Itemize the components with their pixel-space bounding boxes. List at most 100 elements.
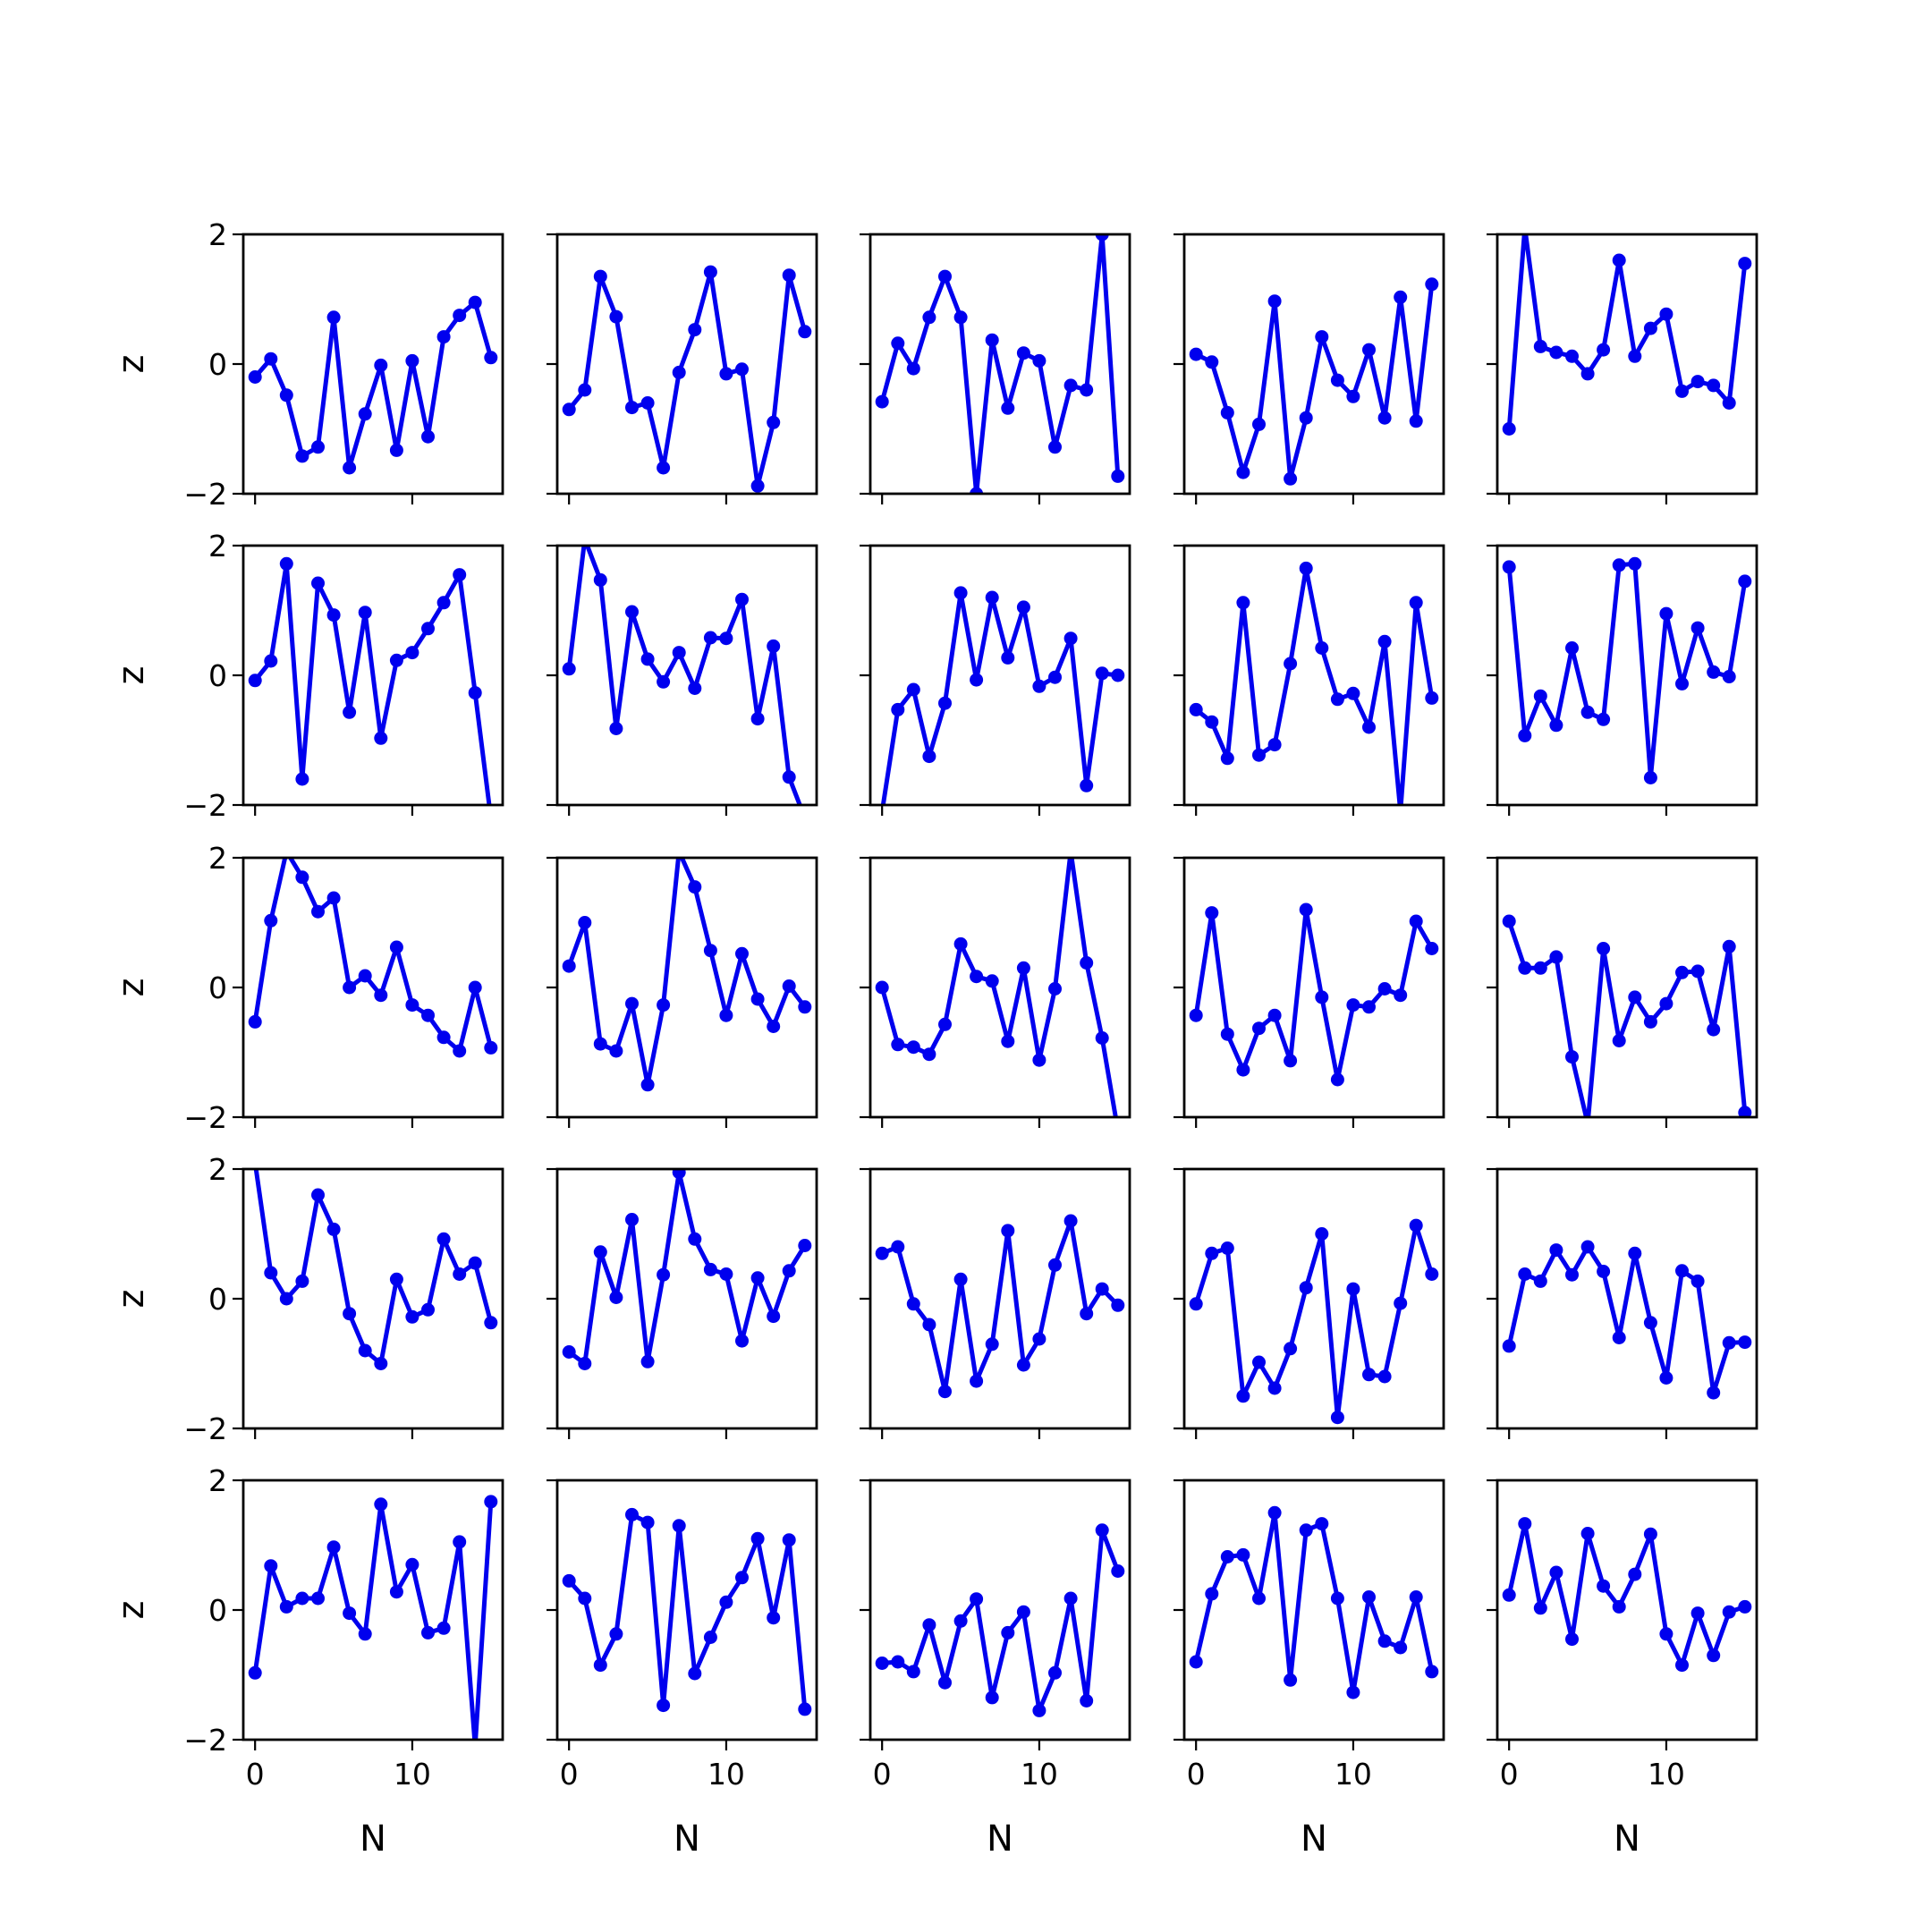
data-point xyxy=(719,1595,733,1609)
axes-frame xyxy=(1496,856,1758,1119)
data-point xyxy=(389,653,403,667)
x-tick-label: 10 xyxy=(1335,1757,1372,1792)
y-tick-label: 0 xyxy=(208,1593,227,1628)
data-point xyxy=(1299,1523,1313,1538)
data-point xyxy=(1738,1335,1752,1350)
series-line xyxy=(1193,907,1434,1082)
y-tick-label: −2 xyxy=(183,1100,227,1135)
series-line xyxy=(1506,920,1748,1117)
data-point xyxy=(1502,1339,1516,1353)
data-point xyxy=(405,998,419,1013)
series-line xyxy=(1506,561,1748,780)
data-point xyxy=(1016,346,1030,360)
data-point xyxy=(279,388,293,402)
subplot-r4-c4: 0 10N xyxy=(1487,1479,1758,1860)
data-point xyxy=(672,646,686,660)
data-point xyxy=(389,443,403,457)
data-point xyxy=(1001,1224,1015,1238)
series-group xyxy=(1189,277,1439,486)
x-tick-label: 0 xyxy=(246,1757,265,1792)
data-point xyxy=(798,325,812,339)
data-point xyxy=(453,1535,467,1549)
data-point xyxy=(1236,1389,1250,1403)
data-point xyxy=(1690,1606,1705,1621)
series-line xyxy=(252,858,494,1054)
data-point xyxy=(1220,751,1234,766)
series-line xyxy=(567,269,808,488)
subplot-r4-c3: 0 10N xyxy=(1174,1479,1445,1860)
series-group xyxy=(875,234,1125,494)
data-point xyxy=(1722,670,1736,683)
data-point xyxy=(562,1345,576,1359)
data-point xyxy=(1659,606,1674,621)
data-point xyxy=(1377,411,1392,425)
data-point xyxy=(264,1266,278,1280)
data-point xyxy=(1111,469,1125,483)
data-point xyxy=(326,608,341,623)
data-point xyxy=(640,1354,655,1368)
data-point xyxy=(1394,1296,1408,1310)
series-group xyxy=(253,1169,498,1370)
data-point xyxy=(1707,1022,1721,1037)
data-point xyxy=(1048,1258,1062,1272)
series-line xyxy=(1194,565,1435,805)
data-point xyxy=(1299,1281,1313,1295)
subplot-r2-c4 xyxy=(1487,856,1758,1128)
data-point xyxy=(405,353,419,368)
data-point xyxy=(688,1666,702,1681)
series-line xyxy=(880,590,1119,805)
x-tick-label: 0 xyxy=(560,1757,579,1792)
data-point xyxy=(1707,1648,1721,1663)
data-point xyxy=(953,310,968,325)
subplot-r4-c0: 0 10 −2 0 2 z N xyxy=(111,1463,504,1860)
data-point xyxy=(609,1291,623,1304)
series-group xyxy=(562,1169,812,1370)
data-point xyxy=(1001,1034,1015,1048)
data-point xyxy=(1549,1565,1563,1580)
data-point xyxy=(985,590,999,605)
data-point xyxy=(1690,621,1705,635)
data-point xyxy=(703,631,717,645)
data-point xyxy=(657,674,671,689)
data-point xyxy=(767,1611,781,1625)
data-point xyxy=(1675,965,1689,979)
data-point xyxy=(1565,349,1579,363)
data-point xyxy=(1612,1034,1626,1047)
data-point xyxy=(1330,692,1344,707)
data-point xyxy=(640,396,655,410)
data-point xyxy=(1425,942,1439,955)
data-point xyxy=(1252,417,1266,431)
data-point xyxy=(453,1044,467,1058)
data-point xyxy=(1425,277,1439,292)
data-point xyxy=(1080,1694,1094,1707)
data-point xyxy=(1643,1316,1657,1330)
x-tick-label: 0 xyxy=(873,1757,892,1792)
data-point xyxy=(1643,321,1657,335)
data-point xyxy=(609,1044,623,1058)
series-line xyxy=(881,1528,1121,1713)
data-point xyxy=(295,1591,309,1606)
data-point xyxy=(468,1256,482,1270)
data-point xyxy=(938,1017,952,1031)
data-point xyxy=(1738,1106,1752,1117)
data-point xyxy=(326,310,341,325)
data-point xyxy=(1048,1665,1062,1680)
data-point xyxy=(389,1272,403,1286)
series-line xyxy=(566,858,807,1088)
data-point xyxy=(295,772,309,786)
data-point xyxy=(970,1592,984,1606)
data-point xyxy=(1346,998,1360,1013)
data-point xyxy=(953,586,968,600)
series-line xyxy=(253,300,494,470)
data-point xyxy=(1001,1625,1015,1640)
data-point xyxy=(1722,1605,1736,1619)
data-point xyxy=(750,712,765,726)
data-point xyxy=(1236,1063,1250,1077)
subplot-r4-c2: 0 10N xyxy=(860,1479,1131,1860)
data-point xyxy=(1659,1627,1674,1641)
data-point xyxy=(1502,560,1516,574)
data-point xyxy=(985,1690,999,1705)
data-point xyxy=(688,880,702,894)
data-point xyxy=(1048,982,1062,996)
data-point xyxy=(1597,942,1611,955)
